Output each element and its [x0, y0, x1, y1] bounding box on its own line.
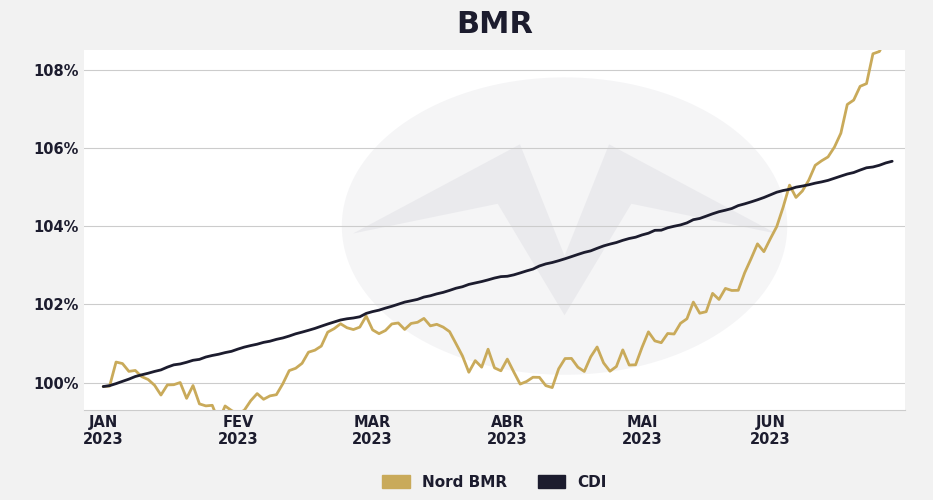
Nord BMR: [335, 321, 346, 327]
Nord BMR: [886, 12, 898, 18]
Nord BMR: [104, 383, 116, 389]
CDI: [880, 160, 891, 166]
CDI: [149, 368, 160, 374]
Nord BMR: [98, 384, 109, 390]
CDI: [553, 258, 564, 264]
Nord BMR: [149, 382, 160, 388]
Line: Nord BMR: Nord BMR: [104, 14, 892, 421]
CDI: [98, 384, 109, 390]
CDI: [245, 342, 257, 348]
Nord BMR: [252, 390, 263, 396]
Line: CDI: CDI: [104, 162, 892, 386]
CDI: [104, 382, 116, 388]
CDI: [886, 158, 898, 164]
Polygon shape: [353, 144, 776, 316]
Nord BMR: [560, 356, 571, 362]
CDI: [328, 319, 340, 325]
Polygon shape: [341, 78, 787, 375]
Nord BMR: [213, 418, 224, 424]
Nord BMR: [451, 340, 462, 346]
Legend: Nord BMR, CDI: Nord BMR, CDI: [376, 468, 613, 496]
Title: BMR: BMR: [456, 10, 533, 40]
